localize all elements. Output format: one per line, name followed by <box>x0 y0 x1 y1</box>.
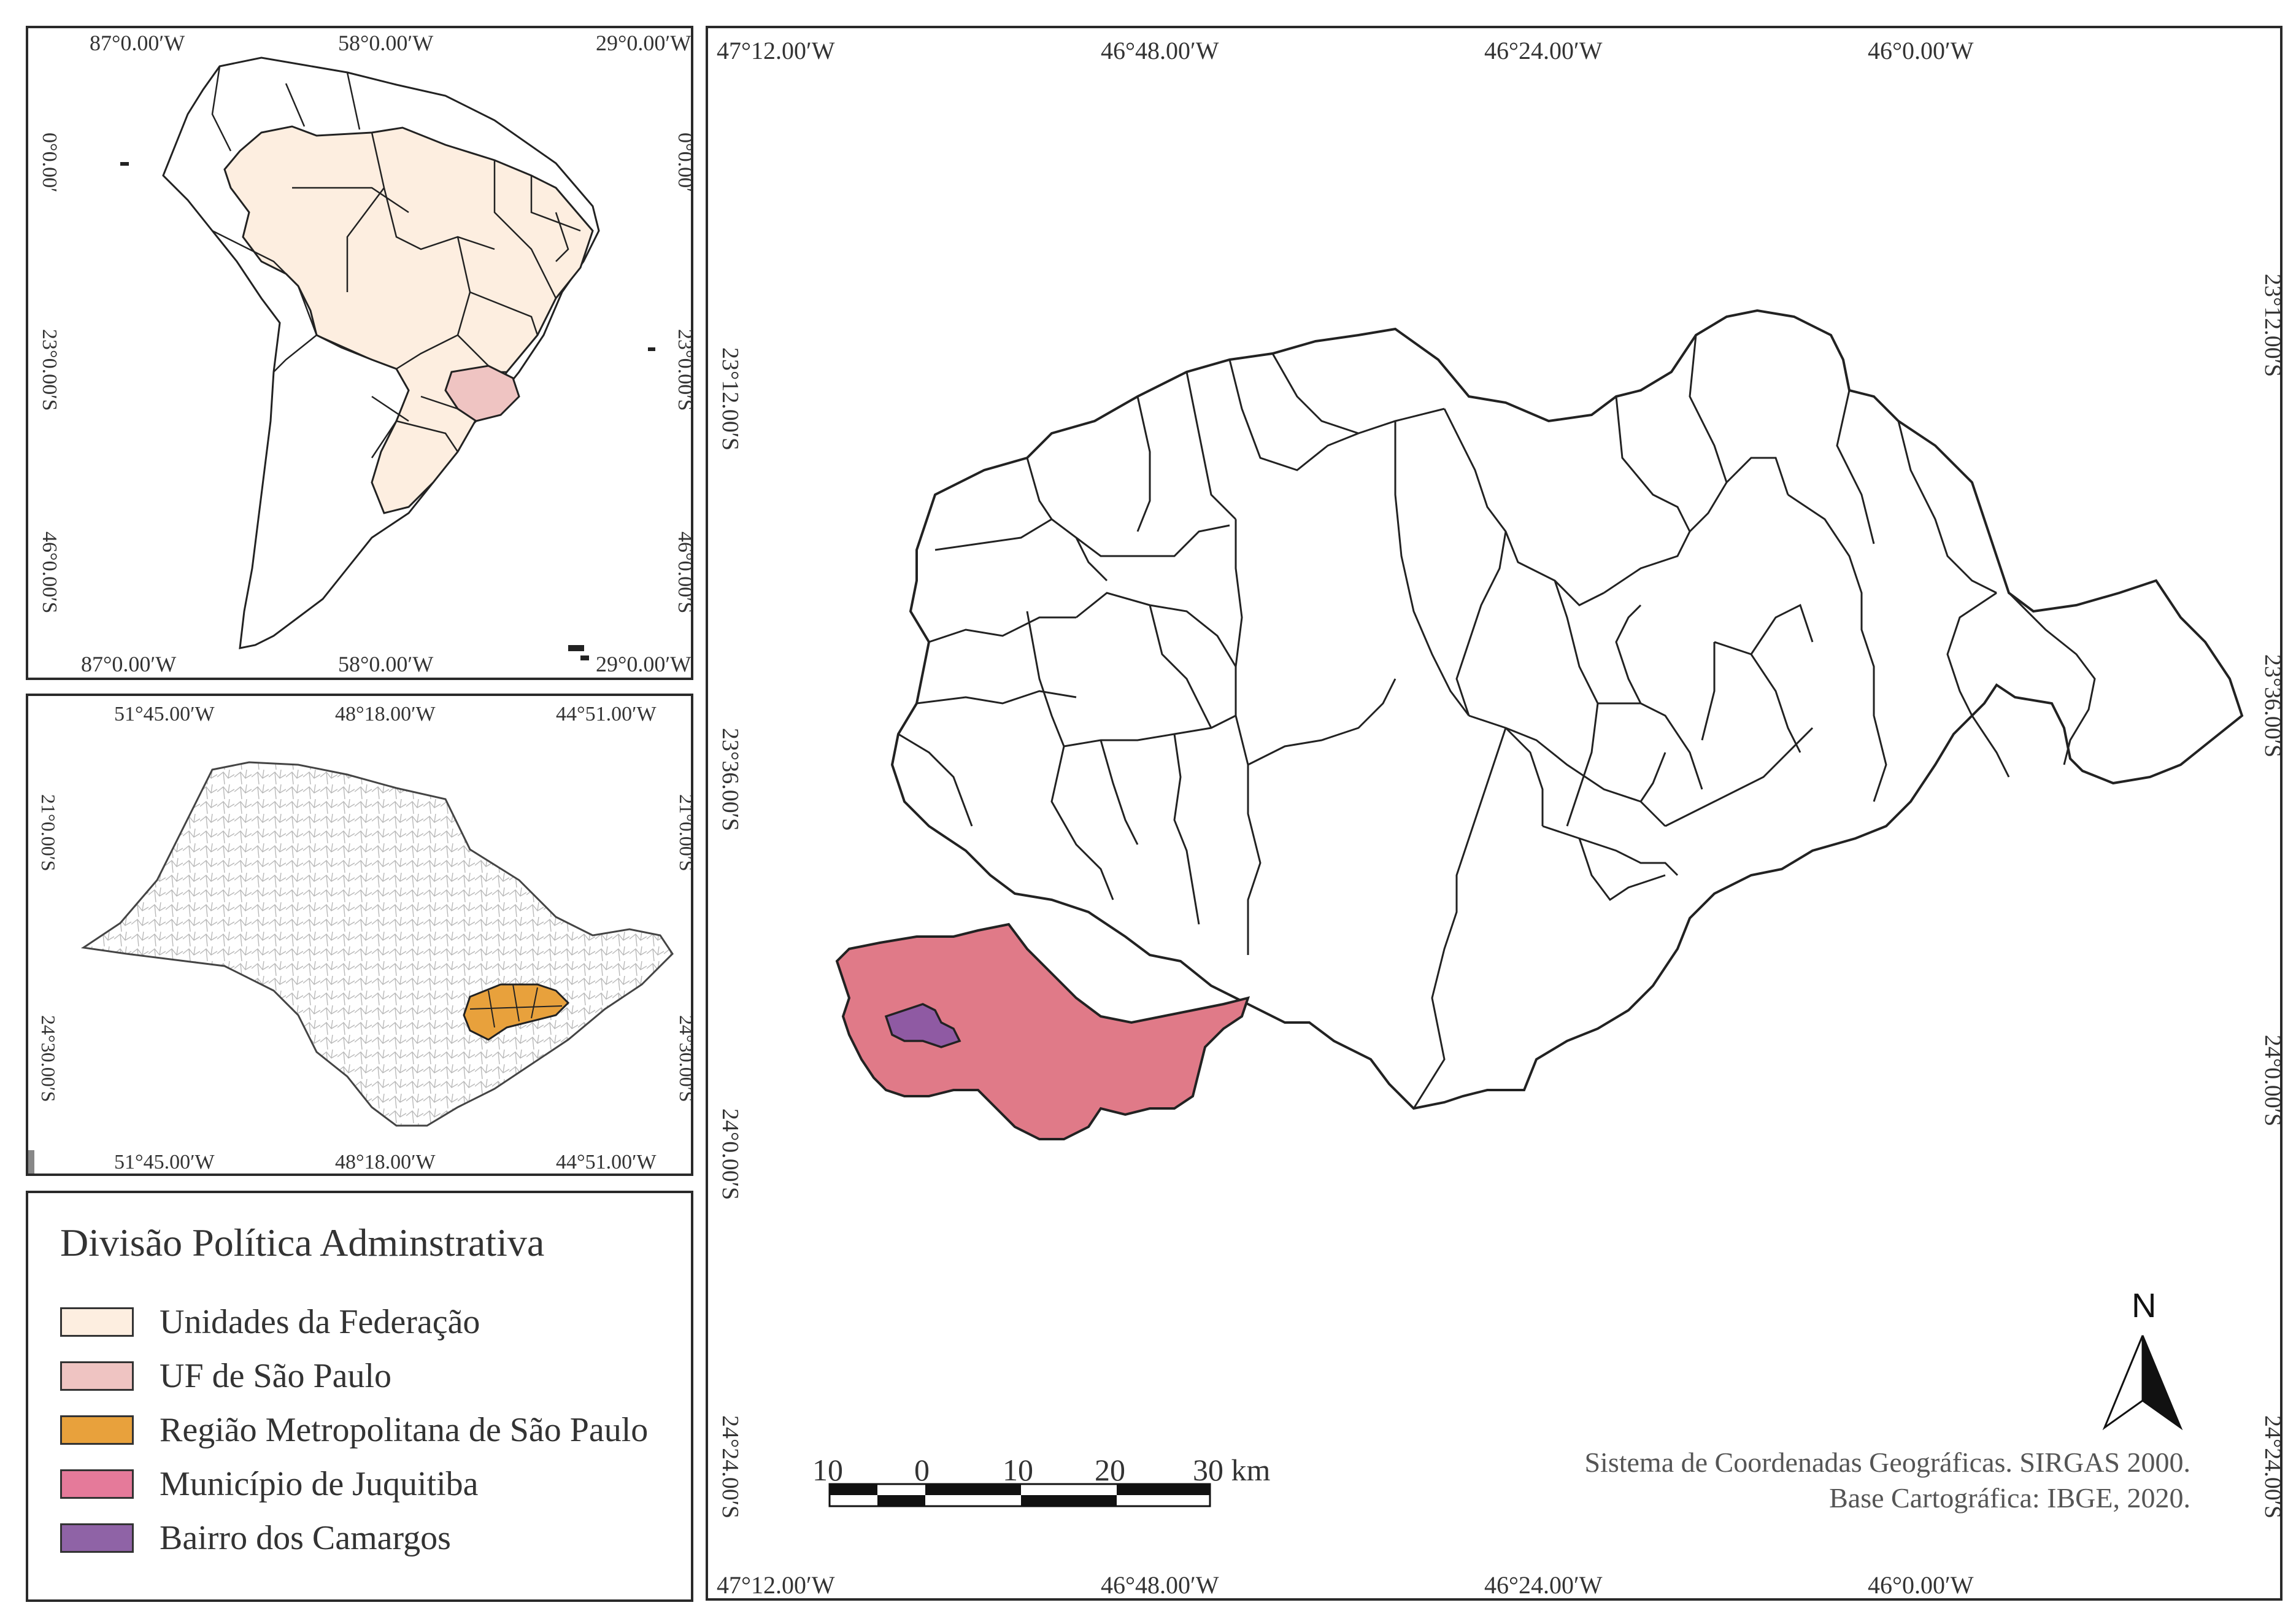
legend-title: Divisão Política Adminstrativa <box>60 1221 545 1264</box>
main-right-label-3: 24°24.00′S <box>2260 1415 2283 1518</box>
credit-coordinate-system: Sistema de Coordenadas Geográficas. SIRG… <box>1584 1447 2190 1478</box>
main-bottom-label-0: 47°12.00′W <box>717 1571 835 1599</box>
main-top-label-3: 46°0.00′W <box>1868 37 1974 64</box>
sao-paulo-inset: 51°45.00′W 48°18.00′W 44°51.00′W 51°45.0… <box>26 694 693 1176</box>
sa-bottom-label-2: 29°0.00′W <box>596 652 691 676</box>
legend-swatch <box>60 1523 134 1553</box>
country-borders <box>211 66 410 458</box>
rmsp-outline <box>890 309 2244 1110</box>
main-top-label-1: 46°48.00′W <box>1101 37 1219 64</box>
sp-left-label-1: 24°30.00′S <box>37 1015 60 1102</box>
scale-bar <box>828 1483 1211 1507</box>
legend-item-uf-sao-paulo: UF de São Paulo <box>60 1357 391 1395</box>
bairro-camargos <box>884 1003 961 1048</box>
sao-paulo-map: 51°45.00′W 48°18.00′W 44°51.00′W 51°45.0… <box>28 703 693 1174</box>
legend-label: UF de São Paulo <box>160 1357 391 1395</box>
sp-bottom-label-0: 51°45.00′W <box>114 1151 215 1174</box>
sa-top-label-0: 87°0.00′W <box>90 31 185 55</box>
legend-item-rmsp: Região Metropolitana de São Paulo <box>60 1411 649 1449</box>
south-america-map: 87°0.00′W 58°0.00′W 29°0.00′W 87°0.00′W … <box>38 31 693 676</box>
sp-top-label-0: 51°45.00′W <box>114 703 215 725</box>
main-right-label-0: 23°12.00′S <box>2260 274 2283 377</box>
legend-label: Município de Juquitiba <box>160 1465 479 1503</box>
sa-bottom-label-0: 87°0.00′W <box>81 652 176 676</box>
legend-swatch <box>60 1361 134 1391</box>
legend-label: Unidades da Federação <box>160 1303 480 1341</box>
main-right-label-2: 24°0.00′S <box>2260 1035 2283 1126</box>
sa-right-label-2: 46°0.00′S <box>674 532 693 613</box>
state-borders <box>292 132 581 452</box>
sao-paulo-state-outline <box>80 761 674 1127</box>
sp-bottom-label-2: 44°51.00′W <box>556 1151 657 1174</box>
scale-label-3: 20 <box>1095 1453 1125 1487</box>
municipal-borders <box>898 334 2096 1109</box>
sp-top-label-1: 48°18.00′W <box>335 703 436 725</box>
sa-right-label-0: 0°0.00′ <box>674 133 693 193</box>
credit-base-cartografica: Base Cartográfica: IBGE, 2020. <box>1829 1482 2190 1514</box>
sa-top-label-1: 58°0.00′W <box>338 31 433 55</box>
sao-paulo-state <box>444 365 520 422</box>
legend-swatch <box>60 1415 134 1445</box>
legend-item-bairro-camargos: Bairro dos Camargos <box>60 1519 451 1557</box>
legend-label: Região Metropolitana de São Paulo <box>160 1411 649 1449</box>
sa-right-label-1: 23°0.00′S <box>674 329 693 411</box>
main-top-label-2: 46°24.00′W <box>1484 37 1603 64</box>
sp-right-label-0: 21°0.00′S <box>676 794 693 872</box>
main-right-label-1: 23°36.00′S <box>2260 654 2283 757</box>
main-bottom-label-1: 46°48.00′W <box>1101 1571 1219 1599</box>
north-arrow: N <box>2102 1286 2183 1431</box>
legend-label: Bairro dos Camargos <box>160 1519 451 1557</box>
north-label: N <box>2132 1286 2156 1324</box>
main-left-label-1: 23°36.00′S <box>717 728 743 831</box>
sp-right-label-1: 24°30.00′S <box>676 1015 693 1102</box>
main-top-label-0: 47°12.00′W <box>717 37 835 64</box>
sa-left-label-0: 0°0.00′ <box>38 133 61 193</box>
sp-top-label-2: 44°51.00′W <box>556 703 657 725</box>
main-bottom-label-3: 46°0.00′W <box>1868 1571 1974 1599</box>
legend-item-juquitiba: Município de Juquitiba <box>60 1465 479 1503</box>
main-left-label-3: 24°24.00′S <box>717 1415 743 1518</box>
juquitiba-municipality <box>835 922 1250 1140</box>
sp-bottom-label-1: 48°18.00′W <box>335 1151 436 1174</box>
main-left-label-0: 23°12.00′S <box>717 347 743 450</box>
legend-item-unidades-federacao: Unidades da Federação <box>60 1303 480 1341</box>
main-left-label-2: 24°0.00′S <box>717 1108 743 1200</box>
rmsp-municipalities-map: 47°12.00′W 46°48.00′W 46°24.00′W 46°0.00… <box>717 37 2283 1599</box>
legend-panel: Divisão Política Adminstrativa Unidades … <box>26 1191 693 1602</box>
sa-top-label-2: 29°0.00′W <box>596 31 691 55</box>
main-map-frame: 47°12.00′W 46°48.00′W 46°24.00′W 46°0.00… <box>706 26 2283 1601</box>
sa-bottom-label-1: 58°0.00′W <box>338 652 433 676</box>
scale-label-4: 30 km <box>1193 1453 1271 1487</box>
scale-label-0: 10 <box>812 1453 843 1487</box>
sa-left-label-2: 46°0.00′S <box>38 532 61 613</box>
sa-left-label-1: 23°0.00′S <box>38 329 61 411</box>
sp-left-label-0: 21°0.00′S <box>37 794 60 872</box>
scale-label-1: 0 <box>914 1453 930 1487</box>
legend-swatch <box>60 1307 134 1337</box>
legend-swatch <box>60 1469 134 1499</box>
scale-label-2: 10 <box>1003 1453 1033 1487</box>
south-america-inset: 87°0.00′W 58°0.00′W 29°0.00′W 87°0.00′W … <box>26 26 693 680</box>
main-bottom-label-2: 46°24.00′W <box>1484 1571 1603 1599</box>
